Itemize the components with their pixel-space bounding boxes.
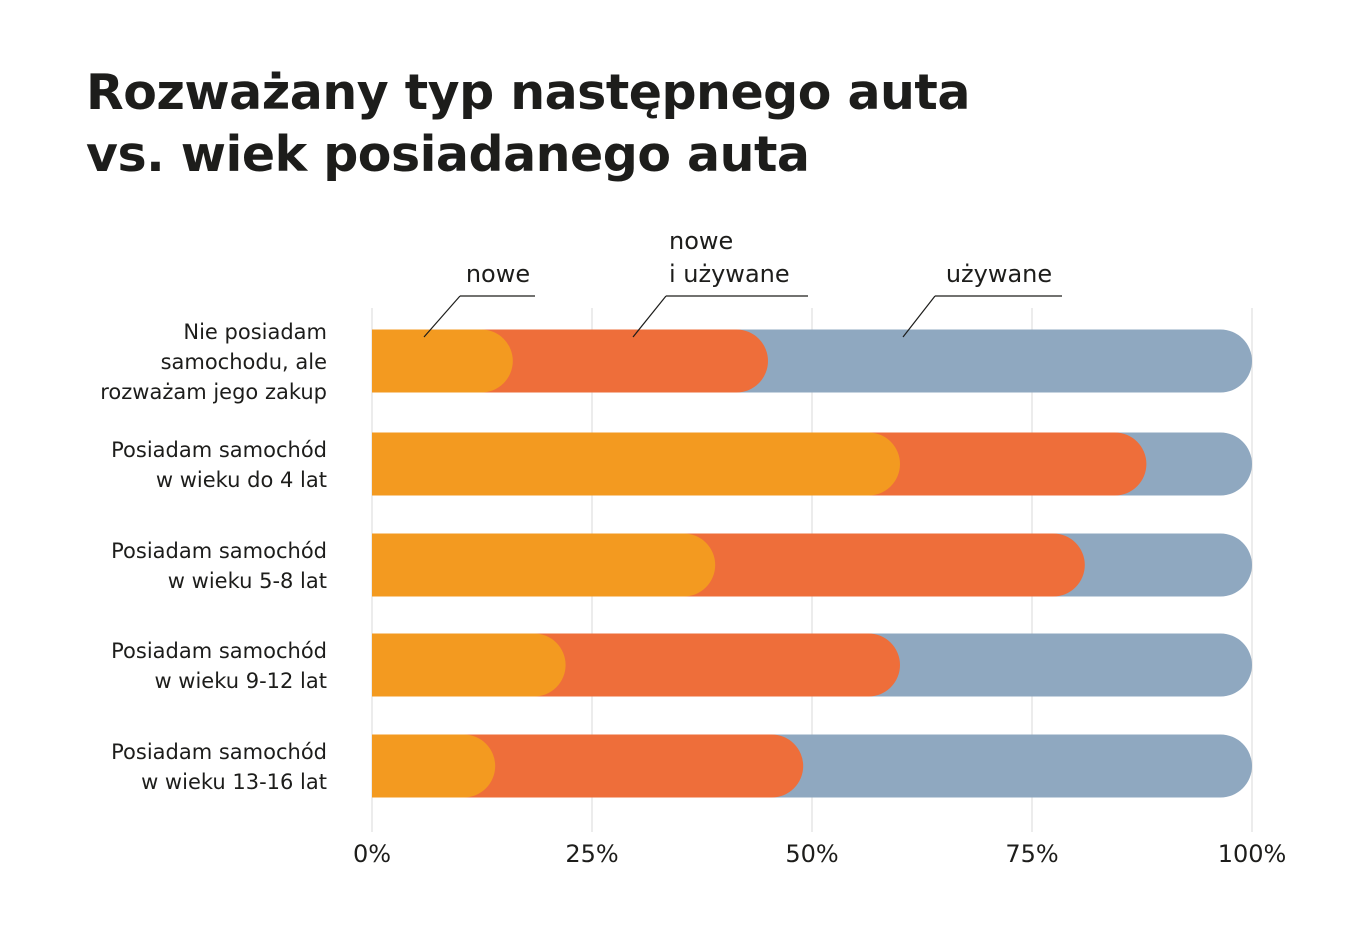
x-axis-tick-labels: 0% 25% 50% 75% 100%: [353, 840, 1286, 868]
legend-label: używane: [946, 260, 1052, 288]
legend-label: nowe: [466, 260, 530, 288]
category-label-line: Posiadam samochód: [111, 740, 327, 764]
x-tick-label: 0%: [353, 840, 391, 868]
category-label-line: Posiadam samochód: [111, 438, 327, 462]
bar-segment: [372, 533, 716, 597]
category-label-line: w wieku 13-16 lat: [141, 770, 327, 794]
chart-title: Rozważany typ następnego auta vs. wiek p…: [86, 62, 970, 186]
category-label-line: Nie posiadam: [183, 320, 327, 344]
x-tick-label: 75%: [1005, 840, 1058, 868]
category-label-line: w wieku 9-12 lat: [154, 669, 327, 693]
bars: [372, 329, 1252, 798]
bar-segment: [372, 734, 496, 798]
bar-segment: [372, 633, 566, 697]
category-label: Posiadam samochód w wieku 9-12 lat: [111, 639, 327, 693]
legend-label: i używane: [669, 260, 790, 288]
bar-segment: [372, 329, 513, 393]
bar-segment: [372, 432, 901, 496]
category-label: Posiadam samochód w wieku 13-16 lat: [111, 740, 327, 794]
category-labels: Nie posiadam samochodu, ale rozważam jego …: [100, 320, 327, 794]
x-tick-label: 100%: [1218, 840, 1287, 868]
legend-label: nowe: [669, 227, 733, 255]
legend-leader-line: [902, 295, 936, 338]
category-label: Nie posiadam samochodu, ale rozważam jego …: [100, 320, 327, 404]
x-tick-label: 50%: [785, 840, 838, 868]
legend: nowe nowe i używane używane: [423, 227, 1062, 338]
category-label-line: w wieku do 4 lat: [156, 468, 327, 492]
chart-title-line-1: Rozważany typ następnego auta: [86, 64, 970, 121]
legend-leader-line: [423, 295, 461, 338]
category-label-line: samochodu, ale: [161, 350, 327, 374]
category-label-line: Posiadam samochód: [111, 639, 327, 663]
category-label: Posiadam samochód w wieku do 4 lat: [111, 438, 327, 492]
category-label-line: w wieku 5-8 lat: [168, 569, 327, 593]
legend-leader-line: [632, 295, 667, 338]
category-label-line: rozważam jego zakup: [100, 380, 327, 404]
x-tick-label: 25%: [565, 840, 618, 868]
category-label-line: Posiadam samochód: [111, 539, 327, 563]
category-label: Posiadam samochód w wieku 5-8 lat: [111, 539, 327, 593]
chart-title-line-2: vs. wiek posiadanego auta: [86, 126, 810, 183]
